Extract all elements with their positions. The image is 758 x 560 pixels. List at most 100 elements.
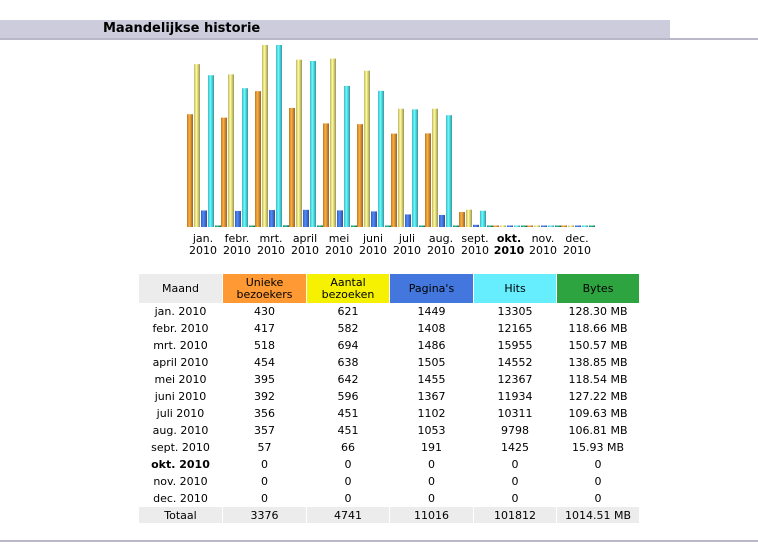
bar-3-0 <box>208 75 214 228</box>
bar-4-5 <box>385 225 391 227</box>
x-tick-label: 2010 <box>359 244 387 257</box>
cell-maand: juni 2010 <box>154 390 207 403</box>
cell-bytes: 15.93 MB <box>571 441 625 454</box>
cell-aantal-bezoeken: 0 <box>344 492 352 505</box>
section-title: Maandelijkse historie <box>103 21 261 36</box>
bar-2-11 <box>575 225 581 227</box>
bar-4-10 <box>555 225 561 227</box>
cell-hits: 15955 <box>497 339 533 352</box>
bar-4-7 <box>453 225 459 227</box>
table-row: juni 2010 392 596 1367 11934 127.22 MB <box>139 388 639 405</box>
table-row: juli 2010 356 451 1102 10311 109.63 MB <box>139 405 639 422</box>
bar-0-9 <box>493 225 499 227</box>
bar-1-2 <box>262 45 268 227</box>
cell-paginas: 1505 <box>417 356 446 369</box>
bar-3-11 <box>582 225 588 227</box>
bar-2-9 <box>507 225 513 227</box>
cell-paginas: 0 <box>428 492 435 505</box>
cell-hits: 12165 <box>497 322 533 335</box>
cell-bytes: 138.85 MB <box>568 356 628 369</box>
cell-hits: 10311 <box>497 407 533 420</box>
x-tick-label: 2010 <box>257 244 285 257</box>
table-header-row: Maand Unieke bezoekers Aantal bezoeken P… <box>139 274 639 303</box>
cell-unieke-bezoekers: 356 <box>254 407 275 420</box>
cell-maand: mei 2010 <box>154 373 207 386</box>
cell-bytes: 0 <box>594 458 602 471</box>
cell-unieke-bezoekers: 395 <box>254 373 275 386</box>
table-row: jan. 2010 430 621 1449 13305 128.30 MB <box>139 303 639 320</box>
cell-unieke-bezoekers: 518 <box>254 339 275 352</box>
col-header-unieke-bezoekers: Unieke bezoekers <box>223 274 306 303</box>
cell-paginas: 1449 <box>417 305 446 318</box>
cell-unieke-bezoekers: 0 <box>261 492 268 505</box>
bar-0-0 <box>187 114 193 227</box>
bar-4-1 <box>249 225 255 227</box>
bar-2-2 <box>269 210 275 227</box>
x-tick-label: 2010 <box>461 244 489 257</box>
table-row: mrt. 2010 518 694 1486 15955 150.57 MB <box>139 337 639 354</box>
cell-aantal-bezoeken: 582 <box>337 322 359 335</box>
bar-2-4 <box>337 210 343 227</box>
cell-bytes: 118.54 MB <box>568 373 628 386</box>
cell-paginas: 1367 <box>417 390 446 403</box>
cell-bytes: 106.81 MB <box>568 424 628 437</box>
bar-0-4 <box>323 123 329 227</box>
monthly-history-table: Maand Unieke bezoekers Aantal bezoeken P… <box>138 274 640 523</box>
table-row: febr. 2010 417 582 1408 12165 118.66 MB <box>139 320 639 337</box>
x-tick-label: jan. <box>192 232 213 245</box>
cell-unieke-bezoekers: 57 <box>257 441 272 454</box>
x-tick-label: dec. <box>565 232 588 245</box>
x-tick-label: 2010 <box>325 244 353 257</box>
cell-bytes: 109.63 MB <box>568 407 628 420</box>
table-row: nov. 2010 0 0 0 0 0 <box>139 473 639 490</box>
bar-2-6 <box>405 214 411 227</box>
cell-bytes: 127.22 MB <box>568 390 628 403</box>
bar-1-7 <box>432 108 438 227</box>
bar-3-3 <box>310 61 316 227</box>
cell-bytes: 0 <box>594 475 602 488</box>
cell-maand: juli 2010 <box>156 407 205 420</box>
cell-hits: 9798 <box>501 424 529 437</box>
bar-0-7 <box>425 133 431 227</box>
cell-unieke-bezoekers: 430 <box>254 305 275 318</box>
x-tick-label: 2010 <box>189 244 217 257</box>
col-header-paginas: Pagina's <box>390 274 473 303</box>
total-bytes: 1014.51 MB <box>557 507 639 523</box>
x-tick-label: okt. <box>497 232 521 245</box>
cell-aantal-bezoeken: 642 <box>337 373 359 386</box>
bar-3-2 <box>276 45 282 227</box>
x-tick-label: april <box>293 232 317 245</box>
x-tick-label: sept. <box>461 232 488 245</box>
x-tick-label: nov. <box>532 232 555 245</box>
cell-hits: 14552 <box>497 356 533 369</box>
x-tick-label: 2010 <box>494 244 525 257</box>
cell-maand: okt. 2010 <box>151 458 210 471</box>
total-aantal-bezoeken: 4741 <box>307 507 389 523</box>
bar-3-10 <box>548 225 554 227</box>
section-header: Maandelijkse historie <box>0 20 670 38</box>
cell-unieke-bezoekers: 0 <box>261 475 268 488</box>
bar-0-6 <box>391 133 397 227</box>
cell-maand: mrt. 2010 <box>153 339 208 352</box>
cell-maand: aug. 2010 <box>152 424 209 437</box>
bar-4-11 <box>589 225 595 227</box>
bar-1-1 <box>228 74 234 227</box>
bar-1-3 <box>296 59 302 227</box>
table-total-row: Totaal 3376 4741 11016 101812 1014.51 MB <box>139 507 639 523</box>
bar-2-7 <box>439 214 445 227</box>
bar-1-6 <box>398 108 404 227</box>
col-header-aantal-bezoeken: Aantal bezoeken <box>307 274 389 303</box>
x-tick-label: 2010 <box>529 244 557 257</box>
cell-unieke-bezoekers: 454 <box>254 356 275 369</box>
cell-bytes: 150.57 MB <box>568 339 628 352</box>
x-tick-label: juni <box>362 232 383 245</box>
cell-maand: dec. 2010 <box>153 492 208 505</box>
x-tick-label: febr. <box>225 232 250 245</box>
bar-0-11 <box>561 225 567 227</box>
bar-4-4 <box>351 225 357 227</box>
bar-3-4 <box>344 85 350 227</box>
x-tick-label: 2010 <box>393 244 421 257</box>
cell-bytes: 128.30 MB <box>568 305 628 318</box>
bar-4-3 <box>317 225 323 227</box>
bar-1-11 <box>568 225 574 227</box>
